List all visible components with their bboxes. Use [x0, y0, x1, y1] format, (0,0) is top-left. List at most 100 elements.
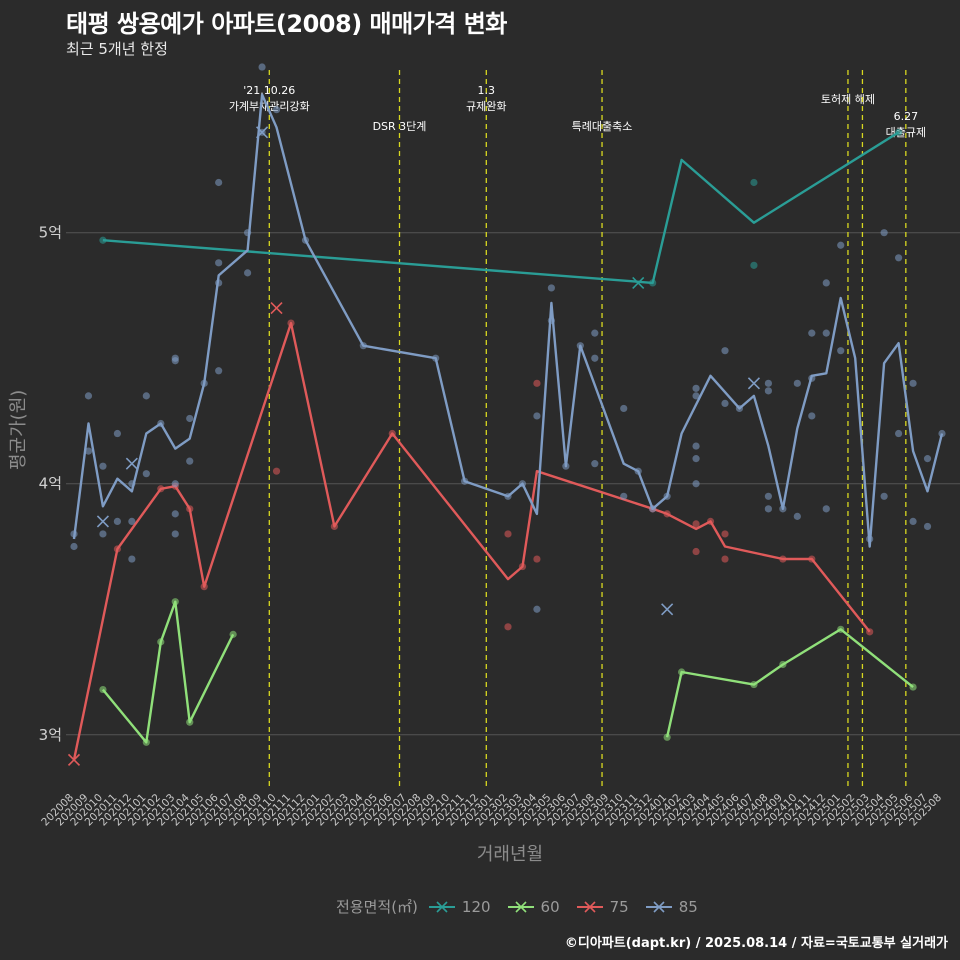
y-tick-label: 5억 [39, 224, 62, 242]
data-point-75 [692, 520, 700, 528]
cross-marker-75 [67, 753, 81, 766]
data-point-85 [692, 455, 700, 463]
cross-marker-85 [256, 126, 269, 139]
series-line-60 [665, 628, 914, 738]
data-point-120 [750, 178, 758, 187]
data-point-85 [128, 555, 136, 563]
data-point-85 [721, 347, 729, 355]
data-point-85 [70, 542, 78, 551]
series-line-60 [101, 600, 235, 744]
data-point-75 [504, 530, 512, 538]
legend-title: 전용면적(㎡) [336, 898, 418, 916]
series-line-75 [72, 321, 871, 761]
data-point-85 [244, 269, 252, 277]
data-point-85 [215, 367, 223, 375]
data-point-85 [880, 492, 888, 500]
data-point-75 [721, 555, 729, 563]
data-point-85 [128, 517, 136, 525]
data-point-85 [620, 404, 628, 413]
data-point-85 [99, 530, 107, 538]
data-point-85 [692, 480, 700, 488]
data-point-85 [923, 455, 932, 463]
data-point-85 [692, 392, 700, 400]
data-point-85 [533, 605, 541, 613]
cross-marker-85 [96, 515, 109, 528]
data-point-85 [84, 447, 93, 455]
data-point-85 [822, 279, 830, 287]
series-line-120 [102, 131, 900, 285]
event-label: 6.27 [894, 110, 919, 123]
y-tick-label: 4억 [39, 475, 62, 493]
legend: 전용면적(㎡) 120 60 75 85 [336, 896, 704, 917]
legend-swatch [645, 900, 672, 913]
data-point-85 [895, 429, 903, 438]
data-point-85 [822, 329, 830, 337]
data-point-85 [923, 522, 932, 531]
event-label: 특례대출축소 [572, 120, 633, 133]
data-point-85 [84, 392, 93, 400]
data-point-85 [909, 379, 917, 387]
data-point-85 [591, 329, 599, 337]
data-point-120 [750, 261, 758, 269]
y-axis-label: 평균가(원) [8, 389, 29, 470]
event-label: 규제완화 [466, 100, 506, 113]
legend-swatch [507, 900, 534, 913]
data-point-85 [764, 379, 773, 387]
data-point-85 [808, 412, 816, 420]
data-point-85 [692, 442, 700, 450]
data-point-85 [895, 254, 903, 262]
legend-swatch [428, 900, 455, 913]
legend-swatch [576, 900, 603, 913]
legend-item-120: 120 [428, 898, 491, 916]
data-point-75 [504, 623, 512, 631]
data-point-85 [909, 517, 917, 525]
data-point-85 [186, 414, 194, 423]
event-label: 1.3 [478, 84, 496, 97]
series-line-85 [72, 93, 944, 548]
data-point-85 [837, 347, 845, 355]
event-label: 가계부채관리강화 [229, 100, 310, 113]
data-point-75 [533, 555, 541, 563]
legend-item-60: 60 [507, 898, 560, 916]
caption: ©디아파트(dapt.kr) / 2025.08.14 / 자료=국토교통부 실… [564, 936, 948, 951]
data-point-85 [171, 480, 179, 488]
data-point-85 [721, 399, 729, 408]
cross-marker-120 [632, 276, 645, 289]
data-point-85 [591, 354, 599, 362]
data-point-85 [272, 106, 281, 114]
data-point-85 [215, 178, 223, 187]
data-point-85 [880, 229, 888, 237]
data-point-85 [547, 284, 556, 292]
data-point-85 [99, 462, 107, 470]
data-point-85 [837, 241, 845, 249]
data-point-75 [721, 530, 729, 538]
data-point-85 [793, 379, 801, 387]
data-point-85 [591, 460, 599, 468]
x-axis-label: 거래년월 [476, 844, 544, 865]
cross-marker-75 [270, 301, 283, 315]
legend-item-75: 75 [576, 898, 629, 916]
data-point-85 [793, 512, 801, 520]
y-tick-label: 3억 [39, 726, 62, 744]
cross-marker-85 [661, 603, 674, 616]
data-point-85 [822, 505, 830, 513]
event-label: DSR 3단계 [373, 120, 427, 133]
data-point-75 [692, 547, 700, 556]
chart-subtitle: 최근 5개년 한정 [66, 40, 168, 58]
data-point-85 [142, 392, 150, 400]
data-point-75 [272, 467, 281, 475]
data-point-85 [113, 517, 121, 525]
data-point-85 [533, 412, 541, 420]
data-point-85 [113, 429, 121, 438]
data-point-85 [171, 357, 179, 365]
data-point-85 [692, 384, 700, 392]
data-point-85 [808, 329, 816, 337]
data-point-85 [142, 470, 150, 478]
data-point-85 [764, 505, 773, 513]
data-point-85 [186, 457, 194, 465]
data-point-85 [764, 387, 773, 395]
cross-marker-85 [125, 457, 138, 470]
event-label: 토허제 해제 [821, 92, 875, 106]
cross-marker-85 [747, 377, 760, 390]
data-point-85 [171, 530, 179, 538]
